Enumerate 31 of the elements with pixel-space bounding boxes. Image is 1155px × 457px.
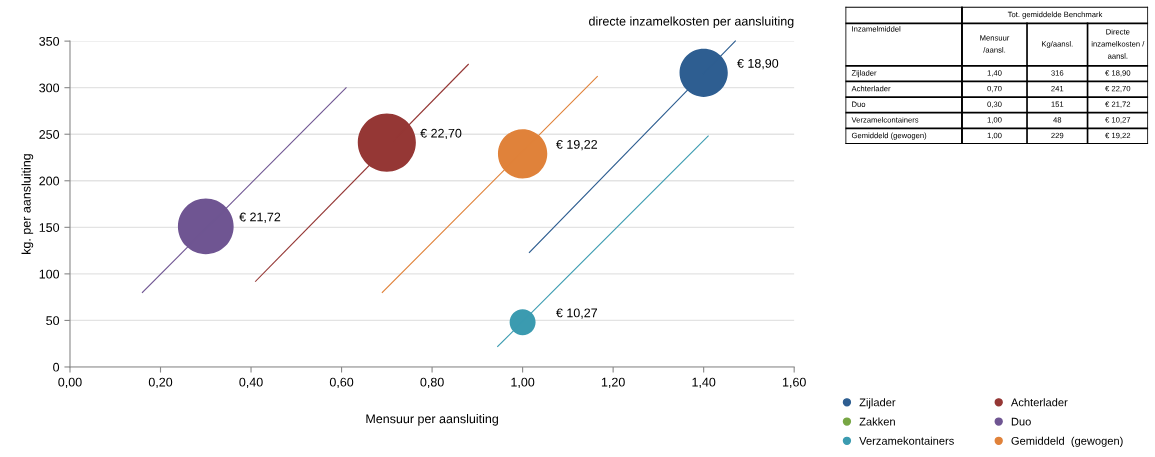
x-tick-label: 1,60 xyxy=(782,377,806,389)
x-tick-label: 0,00 xyxy=(58,377,82,389)
annotation: € 10,27 xyxy=(556,308,598,319)
legend-label: Achterlader xyxy=(1010,398,1068,407)
x-tick-label: 0,40 xyxy=(239,377,263,389)
y-tick-label: 50 xyxy=(46,316,60,326)
text: directe inzamelkosten per aansluiting xyxy=(589,16,794,29)
y-axis-title: kg. per aansluiting xyxy=(21,154,34,254)
annotation: € 22,70 xyxy=(420,128,462,140)
legend-label: Zakken xyxy=(859,417,895,426)
legend-label: Gemiddeld (gewogen) xyxy=(1011,436,1123,447)
x-tick-label: 0,80 xyxy=(420,377,444,389)
x-tick-label: 1,00 xyxy=(511,377,535,389)
x-tick-label: 0,20 xyxy=(148,377,173,389)
annotation: € 18,90 xyxy=(737,58,779,70)
legend-label: Verzamekontainers xyxy=(859,436,954,445)
y-tick-label: 100 xyxy=(39,269,60,279)
x-axis-title: Mensuur per aansluiting xyxy=(366,414,498,426)
legend-label: Duo xyxy=(1011,417,1031,426)
annotation: € 19,22 xyxy=(556,139,598,151)
x-tick-label: 1,40 xyxy=(692,377,716,389)
y-tick-label: 0 xyxy=(53,362,60,372)
x-tick-label: 0,60 xyxy=(329,377,354,389)
y-tick-label: 150 xyxy=(39,223,60,232)
annotation: € 21,72 xyxy=(239,212,281,223)
y-tick-label: 300 xyxy=(39,83,60,93)
y-tick-label: 350 xyxy=(39,36,60,46)
y-tick-label: 200 xyxy=(39,176,60,186)
y-tick-label: 250 xyxy=(39,130,60,139)
legend-label: Zijlader xyxy=(859,398,896,409)
x-tick-label: 1,20 xyxy=(601,377,625,389)
